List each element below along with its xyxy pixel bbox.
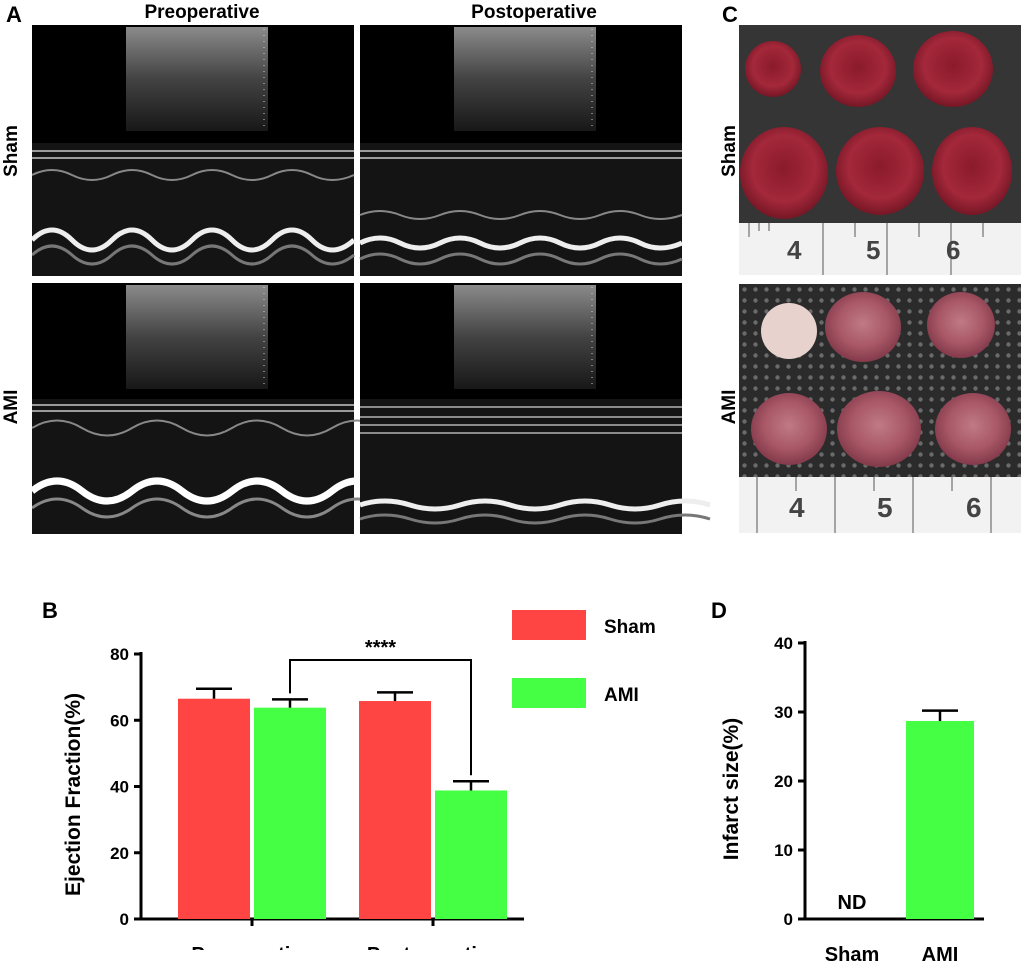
chart-b-bar bbox=[435, 790, 507, 919]
echo-pane-sham-pre bbox=[32, 25, 356, 276]
chart-ejection-fraction: 0 20 40 60 80 Ejection Fraction(%) Preoperativ… bbox=[62, 610, 656, 950]
echo-image-grid bbox=[32, 25, 711, 534]
echo-pane-ami-post bbox=[359, 283, 711, 534]
chart-d-x-tick-label: AMI bbox=[922, 944, 959, 966]
slice-ami-4 bbox=[751, 393, 827, 465]
panel-a-col-postoperative: Postoperative bbox=[471, 2, 597, 23]
slice-sham-6 bbox=[932, 127, 1012, 215]
ruler-sham-5: 5 bbox=[866, 235, 880, 265]
chart-b-y-tick-label: 0 bbox=[120, 910, 129, 929]
ruler-ami-4: 4 bbox=[789, 492, 805, 523]
chart-b-y-label: Ejection Fraction(%) bbox=[62, 693, 85, 896]
chart-b-legend-label: AMI bbox=[604, 685, 639, 706]
ruler-sham: 4 5 6 bbox=[739, 223, 1021, 275]
ruler-sham-4: 4 bbox=[787, 235, 802, 265]
panel-c-row-ami: AMI bbox=[719, 389, 740, 425]
chart-infarct-size: 0 10 20 30 40 Infarct size(%) ND Sham AMI bbox=[720, 634, 984, 966]
panel-a-row-sham: Sham bbox=[1, 125, 22, 177]
panel-a-col-preoperative: Preoperative bbox=[144, 2, 260, 23]
chart-d-y-label: Infarct size(%) bbox=[720, 718, 743, 860]
slice-sham-3 bbox=[913, 31, 993, 107]
slice-ami-2 bbox=[825, 292, 901, 362]
chart-b-significance-label: **** bbox=[365, 637, 396, 659]
chart-b-bar bbox=[359, 701, 431, 919]
slice-sham-2 bbox=[820, 35, 896, 107]
chart-d-y-tick-label: 20 bbox=[774, 772, 793, 791]
chart-d-x-tick-label: Sham bbox=[825, 944, 879, 966]
chart-b-legend-swatch bbox=[512, 610, 586, 640]
chart-b-legend-label: Sham bbox=[604, 617, 656, 638]
chart-b-y-tick-label: 40 bbox=[110, 778, 129, 797]
slice-sham-5 bbox=[836, 127, 924, 215]
ruler-ami-6: 6 bbox=[966, 492, 982, 523]
slice-ami-1 bbox=[761, 303, 817, 359]
chart-d-y-tick-label: 30 bbox=[774, 703, 793, 722]
chart-b-x-tick-label: Preoperative bbox=[191, 944, 312, 950]
slice-ami-3 bbox=[927, 292, 995, 358]
chart-b-significance-bracket bbox=[289, 659, 472, 776]
photo-ami bbox=[739, 284, 1021, 477]
slice-ami-5 bbox=[837, 391, 921, 467]
chart-d-y-tick-label: 40 bbox=[774, 634, 793, 653]
echo-pane-ami-pre bbox=[32, 283, 385, 534]
panel-c-letter: C bbox=[722, 2, 738, 27]
slice-sham-1 bbox=[745, 41, 801, 97]
chart-d-y-tick-label: 10 bbox=[774, 841, 793, 860]
chart-b-x-tick-label: Postoperative bbox=[367, 944, 499, 950]
chart-d-y-tick-label: 0 bbox=[784, 910, 793, 929]
panel-a-letter: A bbox=[6, 2, 22, 27]
panel-c-row-sham: Sham bbox=[719, 125, 740, 177]
chart-b-y-tick-label: 60 bbox=[110, 711, 129, 730]
ruler-ami: 4 5 6 bbox=[739, 477, 1021, 533]
chart-d-value-label: ND bbox=[838, 892, 867, 914]
slice-sham-4 bbox=[740, 127, 828, 219]
chart-b-legend-swatch bbox=[512, 678, 586, 708]
slice-ami-6 bbox=[935, 393, 1011, 465]
echo-pane-sham-post bbox=[358, 25, 684, 276]
chart-b-bar bbox=[254, 707, 326, 919]
chart-b-bar bbox=[178, 698, 250, 919]
heart-slice-photos: 4 5 6 4 5 6 bbox=[739, 25, 1021, 533]
chart-d-bar bbox=[906, 720, 974, 919]
panel-b-letter: B bbox=[42, 598, 58, 623]
panel-a-row-ami: AMI bbox=[1, 389, 22, 425]
chart-b-y-tick-label: 80 bbox=[110, 645, 129, 664]
panel-d-letter: D bbox=[711, 598, 727, 623]
ruler-sham-6: 6 bbox=[946, 235, 960, 265]
chart-b-y-tick-label: 20 bbox=[110, 844, 129, 863]
photo-sham bbox=[739, 25, 1021, 223]
ruler-ami-5: 5 bbox=[877, 492, 893, 523]
